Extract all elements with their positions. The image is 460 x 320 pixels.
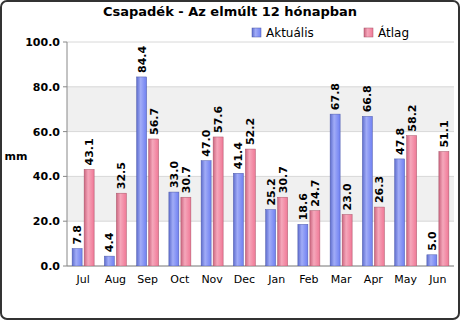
- bar: [362, 116, 372, 266]
- data-label: 30.7: [277, 166, 290, 193]
- bars: [72, 77, 449, 266]
- tick-mark: [63, 176, 67, 177]
- x-tick-label: Apr: [364, 273, 384, 286]
- bar: [439, 152, 449, 266]
- data-label: 32.5: [115, 162, 128, 189]
- y-tick-label: 80.0: [33, 81, 60, 94]
- data-label: 57.6: [212, 105, 225, 132]
- data-label: 5.0: [426, 231, 439, 251]
- x-tick-label: May: [394, 273, 417, 286]
- legend-swatch: [252, 28, 261, 37]
- data-label: 51.1: [438, 120, 451, 147]
- data-label: 4.4: [103, 232, 116, 252]
- bar: [169, 192, 179, 266]
- legend-label: Aktuális: [266, 26, 314, 40]
- data-label: 30.7: [180, 166, 193, 193]
- x-tick-label: Aug: [105, 273, 126, 286]
- x-tick-label: Sep: [137, 273, 158, 286]
- tick-mark: [63, 86, 67, 87]
- grid-band: [67, 87, 454, 132]
- title: Csapadék - Az elmúlt 12 hónapban: [103, 4, 357, 19]
- bar: [233, 173, 243, 266]
- chart: 0.020.040.060.080.0100.07.84.484.433.047…: [0, 0, 460, 320]
- data-label: 23.0: [341, 183, 354, 210]
- bar: [407, 136, 417, 266]
- x-tick-label: Jul: [75, 273, 89, 286]
- data-label: 26.3: [373, 176, 386, 203]
- bar: [104, 256, 114, 266]
- bar: [278, 197, 288, 266]
- data-label: 67.8: [329, 83, 342, 110]
- data-labels: 7.84.484.433.047.041.425.218.667.866.847…: [71, 45, 451, 252]
- bar: [181, 197, 191, 266]
- y-axis-label: mm: [5, 150, 28, 163]
- bar: [395, 159, 405, 266]
- data-label: 24.7: [309, 180, 322, 207]
- y-tick-label: 60.0: [33, 126, 60, 139]
- data-label: 58.2: [406, 104, 419, 131]
- y-tick-label: 0.0: [41, 260, 61, 273]
- x-tick-label: Mar: [331, 273, 352, 286]
- data-label: 66.8: [361, 85, 374, 112]
- x-tick-label: Jan: [267, 273, 285, 286]
- bar: [201, 161, 211, 266]
- x-tick-label: Jun: [428, 273, 446, 286]
- y-tick-label: 100.0: [25, 36, 60, 49]
- legend-swatch: [364, 28, 373, 37]
- y-tick-label: 20.0: [33, 215, 60, 228]
- bar: [245, 149, 255, 266]
- bar: [266, 210, 276, 266]
- data-label: 52.2: [244, 118, 257, 145]
- y-tick-label: 40.0: [33, 170, 60, 183]
- bar: [84, 169, 94, 266]
- bar: [149, 139, 159, 266]
- bar: [116, 193, 126, 266]
- bar: [310, 211, 320, 266]
- tick-mark: [63, 221, 67, 222]
- legend-label: Átlag: [378, 25, 409, 40]
- tick-mark: [63, 42, 67, 43]
- data-label: 56.7: [148, 108, 161, 135]
- tick-mark: [63, 131, 67, 132]
- bar: [342, 214, 352, 266]
- x-tick-label: Nov: [201, 273, 223, 286]
- bar: [374, 207, 384, 266]
- x-tick-label: Oct: [170, 273, 190, 286]
- frame: [1, 1, 459, 319]
- grid-line: [67, 86, 454, 87]
- y-axis: [67, 42, 68, 266]
- data-label: 7.8: [71, 225, 84, 245]
- data-label: 84.4: [136, 45, 149, 72]
- bar: [213, 137, 223, 266]
- bar: [298, 224, 308, 266]
- data-label: 43.1: [83, 138, 96, 165]
- x-tick-label: Dec: [234, 273, 255, 286]
- x-tick-label: Feb: [299, 273, 318, 286]
- bar: [72, 249, 82, 266]
- grid-line: [67, 42, 454, 43]
- bar: [137, 77, 147, 266]
- bar: [330, 114, 340, 266]
- bar: [427, 255, 437, 266]
- tick-mark: [63, 266, 67, 267]
